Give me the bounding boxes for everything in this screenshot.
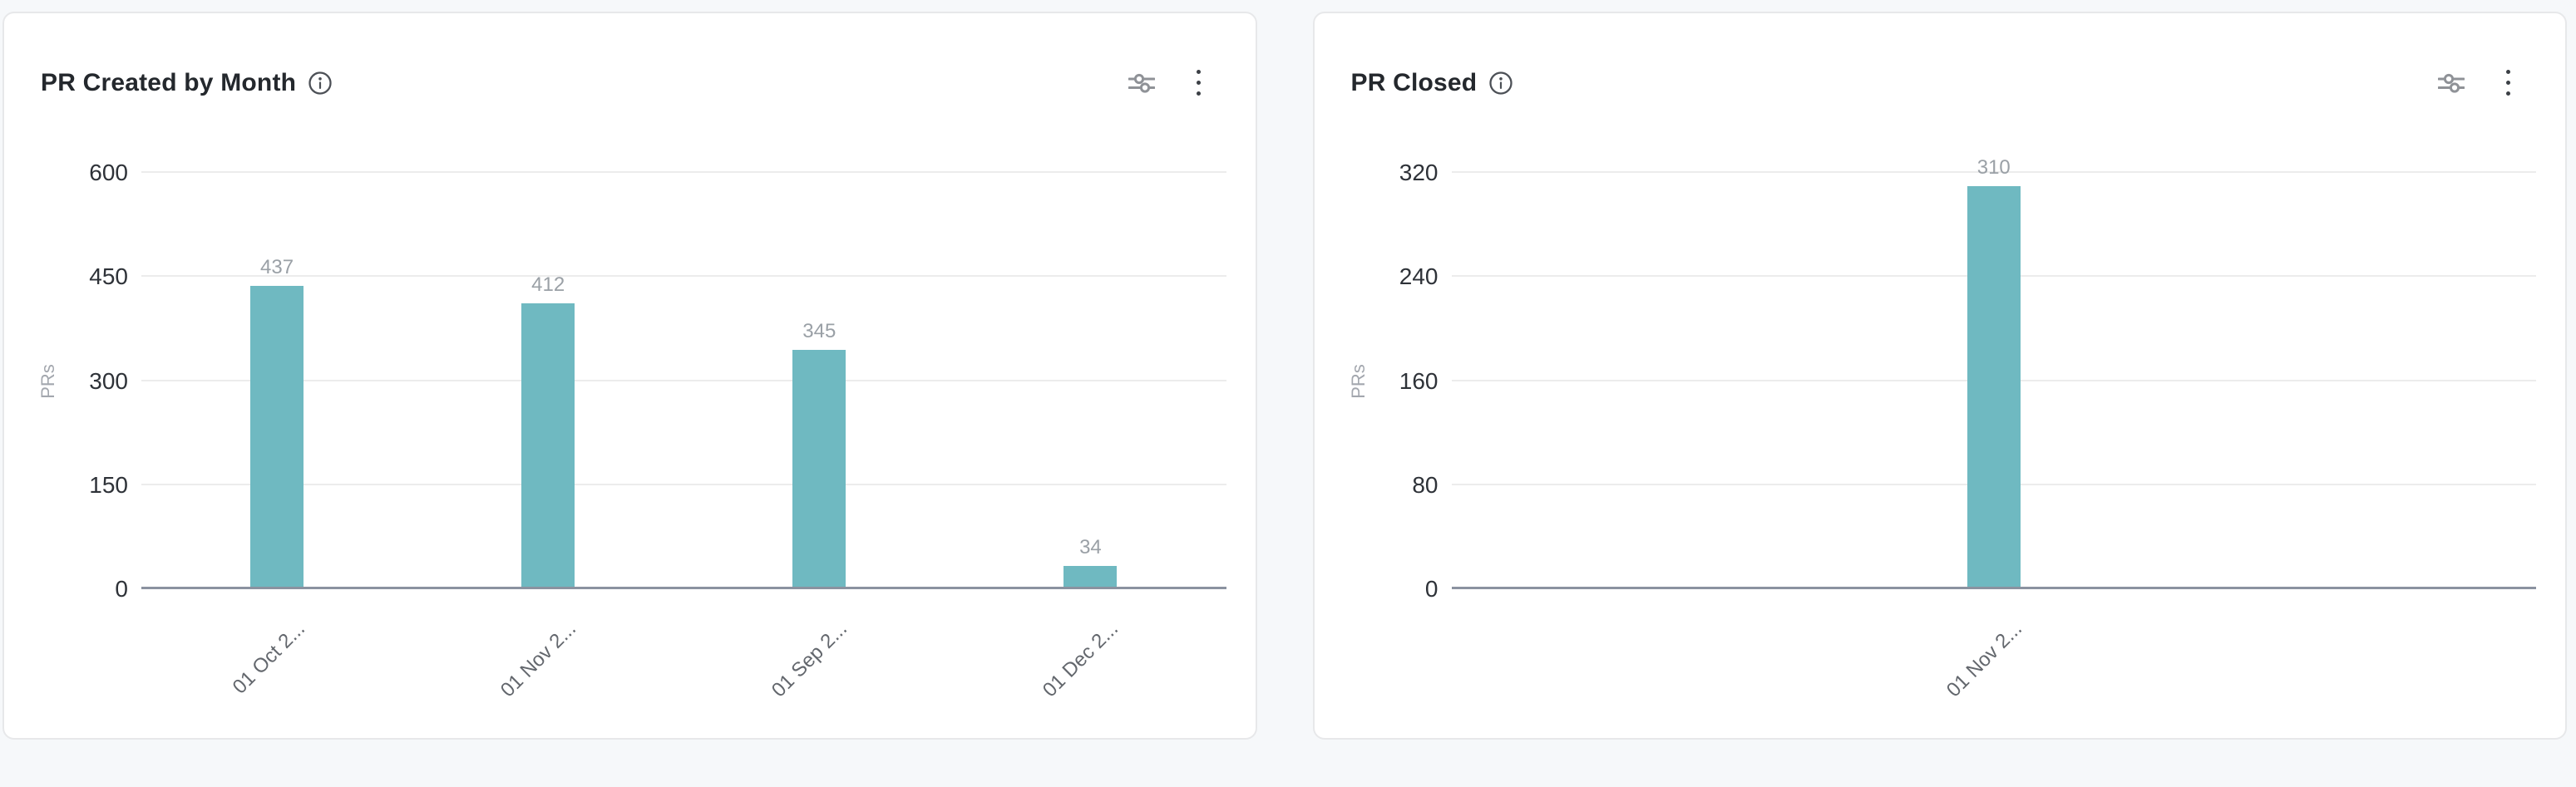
kebab-dot: [1196, 81, 1201, 85]
y-axis-tick-label: 320: [1399, 160, 1439, 185]
bar-01-nov-2[interactable]: [1967, 185, 2021, 587]
gridline: [141, 171, 1226, 173]
bar-chart-plot-area: 0 150 300 450 600 PRs 437 01 Oct 2... 412 01 Nov …: [37, 160, 1226, 701]
bar-01-oct-2[interactable]: [250, 286, 304, 587]
bar-value-label: 437: [260, 256, 294, 279]
bar-value-label: 34: [1079, 535, 1102, 558]
y-axis-title: PRs: [37, 363, 58, 399]
x-axis-tick-label: 01 Dec 2...: [1039, 617, 1123, 702]
y-axis-tick-label: 150: [89, 471, 128, 498]
gridline: [1451, 171, 2536, 173]
info-circle-icon[interactable]: [308, 71, 333, 96]
card-pr-created-by-month: PR Created by Month: [2, 12, 1257, 740]
y-axis-tick-label: 600: [89, 160, 128, 185]
gridline: [141, 483, 1226, 485]
kebab-menu-icon[interactable]: [1190, 66, 1207, 99]
card-pr-closed: PR Closed: [1312, 12, 2567, 740]
card-title: PR Created by Month: [41, 68, 297, 96]
x-axis-line: [1451, 587, 2536, 589]
info-circle-icon[interactable]: [1488, 71, 1513, 96]
kebab-dot: [2506, 81, 2510, 85]
x-axis-tick-label: 01 Sep 2...: [767, 617, 852, 702]
kebab-dot: [2506, 70, 2510, 74]
bar-value-label: 412: [531, 273, 565, 296]
gridline: [141, 275, 1226, 278]
card-actions: [2438, 66, 2517, 99]
y-axis-tick-label: 0: [115, 576, 128, 602]
card-title: PR Closed: [1350, 68, 1478, 96]
card-actions: [1128, 66, 1207, 99]
kebab-dot: [2506, 91, 2510, 96]
filter-sliders-icon[interactable]: [1128, 71, 1155, 96]
y-axis-tick-label: 300: [89, 367, 128, 394]
y-axis-title: PRs: [1347, 363, 1369, 399]
x-axis-tick-label: 01 Oct 2...: [228, 617, 310, 699]
kebab-dot: [1196, 70, 1201, 74]
x-axis-line: [141, 587, 1226, 589]
bar-01-sep-2[interactable]: [792, 349, 846, 587]
y-axis-tick-label: 160: [1399, 367, 1439, 394]
y-axis-tick-label: 240: [1399, 263, 1439, 290]
bar-01-dec-2[interactable]: [1063, 565, 1118, 587]
kebab-menu-icon[interactable]: [2500, 66, 2517, 99]
y-axis-tick-label: 80: [1412, 471, 1439, 498]
x-axis-tick-label: 01 Nov 2...: [496, 617, 581, 702]
x-axis-tick-label: 01 Nov 2...: [1942, 617, 2026, 702]
kebab-dot: [1196, 91, 1201, 96]
y-axis-tick-label: 0: [1424, 576, 1439, 602]
y-axis-tick-label: 450: [89, 263, 128, 290]
gridline: [141, 379, 1226, 381]
bar-value-label: 345: [802, 319, 836, 342]
card-header: PR Created by Month: [4, 13, 1256, 99]
filter-sliders-icon[interactable]: [2438, 71, 2465, 96]
bar-01-nov-2[interactable]: [521, 303, 575, 587]
bar-value-label: 310: [1976, 155, 2011, 179]
dashboard-row: PR Created by Month: [2, 12, 2567, 740]
card-header: PR Closed: [1315, 13, 2566, 99]
bar-chart-plot-area: 0 80 160 240 320 PRs 310 01 Nov 2...: [1348, 156, 2536, 701]
